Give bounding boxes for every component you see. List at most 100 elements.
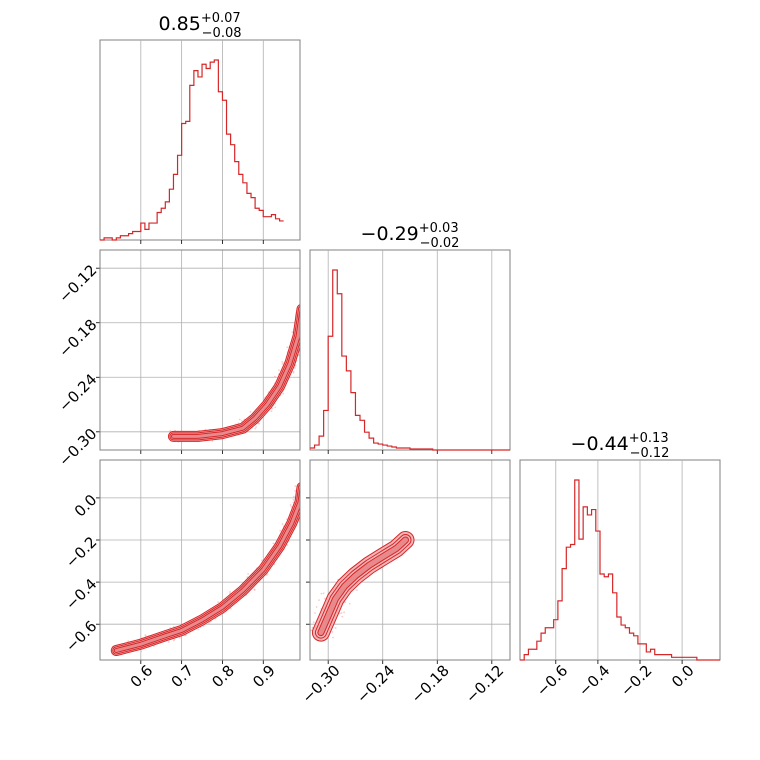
scatter-point: [229, 607, 232, 610]
contour-level-2: [113, 485, 300, 653]
scatter-point: [246, 576, 249, 579]
y-tick-label-2: −0.2: [62, 533, 100, 571]
scatter-point: [237, 422, 240, 424]
scatter-point: [217, 601, 220, 604]
scatter-point: [314, 612, 316, 614]
joint-panel-0-2: [96, 459, 308, 664]
scatter-point: [302, 503, 304, 505]
y-tick-label-1: −0.30: [55, 425, 100, 470]
scatter-point: [305, 322, 307, 324]
scatter-point: [323, 597, 326, 600]
title-minus: −0.08: [202, 26, 242, 41]
scatter-point: [302, 502, 304, 504]
scatter-point: [282, 392, 285, 395]
scatter-point: [167, 641, 170, 643]
scatter-point: [307, 309, 309, 311]
panel-frame: [99, 459, 301, 661]
scatter-point: [173, 638, 176, 641]
scatter-point: [302, 494, 304, 496]
joint-panel-1-2: [306, 459, 511, 664]
scatter-point: [322, 592, 325, 595]
x-tick-label-0: 0.8: [208, 662, 238, 692]
scatter-point: [274, 406, 277, 409]
title-plus: +0.07: [201, 11, 241, 26]
scatter-point: [318, 599, 320, 602]
title-minus: −0.12: [630, 446, 670, 461]
y-tick-label-2: 0.0: [71, 491, 101, 521]
scatter-point: [211, 440, 214, 442]
joint-content: [167, 304, 309, 443]
scatter-point: [302, 316, 304, 318]
hist-title-2: −0.44+0.13 −0.12: [571, 431, 670, 461]
x-tick-label-1: −0.30: [299, 662, 344, 707]
scatter-point: [302, 340, 304, 342]
x-tick-label-2: −0.6: [533, 662, 571, 700]
y-tick-label-1: −0.24: [55, 370, 100, 415]
panel-frame: [309, 249, 511, 451]
scatter-point: [270, 410, 273, 413]
y-tick-label-2: −0.4: [62, 575, 100, 613]
scatter-point: [301, 500, 303, 502]
scatter-point: [302, 321, 304, 323]
contour-level-0: [110, 482, 300, 656]
scatter-point: [169, 429, 172, 432]
panel-frame: [99, 39, 301, 241]
scatter-point: [332, 636, 334, 639]
scatter-point: [292, 501, 295, 504]
scatter-point: [140, 650, 143, 653]
x-tick-label-2: 0.0: [668, 662, 698, 692]
scatter-point: [320, 592, 323, 595]
scatter-point: [348, 602, 351, 605]
scatter-point: [229, 591, 231, 593]
y-tick-label-1: −0.18: [55, 316, 100, 361]
scatter-point: [254, 427, 257, 430]
scatter-point: [240, 420, 243, 422]
scatter-point: [294, 485, 297, 487]
scatter-point: [289, 504, 292, 506]
scatter-point: [305, 494, 307, 496]
scatter-point: [258, 422, 261, 425]
contour-fill-0: [111, 483, 300, 655]
scatter-point: [302, 343, 304, 345]
y-tick-label-1: −0.12: [55, 261, 100, 306]
scatter-point: [306, 487, 308, 489]
scatter-point: [312, 621, 315, 624]
scatter-point: [293, 367, 296, 369]
x-tick-label-0: 0.6: [127, 662, 157, 692]
scatter-point: [197, 628, 200, 631]
scatter-point: [253, 589, 256, 591]
panel-frame: [309, 459, 511, 661]
scatter-point: [334, 627, 337, 629]
scatter-point: [272, 542, 275, 545]
scatter-point: [249, 410, 252, 413]
scatter-point: [306, 494, 308, 496]
scatter-point: [144, 635, 147, 637]
scatter-point: [304, 499, 306, 501]
scatter-point: [290, 505, 293, 508]
panel-frame: [99, 249, 301, 451]
scatter-point: [302, 322, 304, 324]
scatter-point: [303, 337, 305, 339]
scatter-point: [291, 331, 294, 334]
scatter-point: [271, 407, 273, 410]
scatter-point: [279, 529, 282, 532]
title-minus: −0.02: [420, 236, 460, 251]
scatter-point: [255, 426, 257, 428]
contour-fill-2: [318, 537, 408, 636]
scatter-point: [331, 631, 334, 633]
scatter-point: [266, 573, 269, 575]
title-plus: +0.13: [629, 431, 669, 446]
x-tick-label-1: −0.12: [462, 662, 507, 707]
scatter-point: [281, 360, 284, 363]
scatter-point: [355, 589, 358, 592]
histogram-2: [520, 479, 720, 661]
scatter-point: [338, 612, 341, 615]
contour-fill-2: [114, 490, 300, 652]
panel-frame: [519, 459, 721, 661]
histogram-0: [100, 59, 284, 241]
scatter-point: [343, 611, 346, 614]
scatter-point: [301, 343, 303, 345]
title-median: −0.29: [361, 223, 419, 245]
scatter-point: [302, 505, 304, 507]
